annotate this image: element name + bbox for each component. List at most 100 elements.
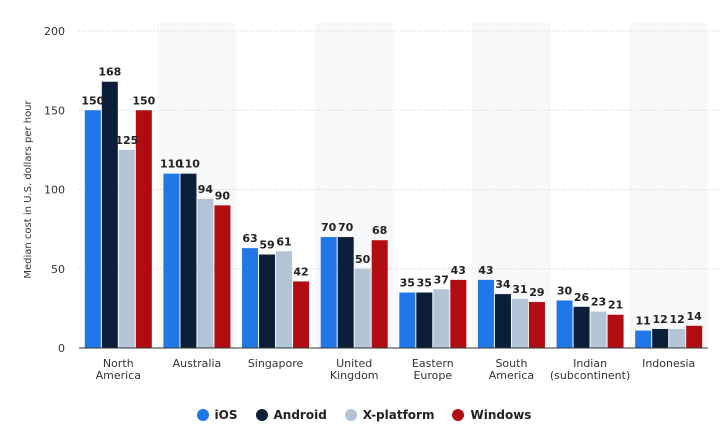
value-label: 35	[417, 277, 432, 290]
legend-item-ios[interactable]: iOS	[196, 408, 238, 422]
category-label: America	[96, 369, 141, 382]
value-label: 125	[115, 134, 138, 147]
category-label: North	[103, 357, 134, 370]
legend-swatch	[452, 409, 465, 421]
bar-ios	[477, 279, 494, 348]
bar-windows	[293, 281, 310, 348]
value-label: 110	[160, 158, 183, 171]
bar-x-platform	[590, 311, 607, 348]
y-tick-label: 200	[44, 25, 65, 38]
legend-label: iOS	[214, 408, 238, 422]
category-label: Australia	[173, 357, 222, 370]
value-label: 12	[670, 313, 685, 326]
value-label: 29	[529, 286, 544, 299]
bar-android	[416, 292, 433, 348]
legend-swatch	[196, 409, 209, 421]
legend-item-android[interactable]: Android	[255, 408, 327, 422]
category-label: Indian	[573, 357, 607, 370]
bar-ios	[556, 300, 573, 348]
value-label: 34	[495, 278, 511, 291]
legend-item-x-platform[interactable]: X-platform	[344, 408, 435, 422]
value-label: 110	[177, 158, 200, 171]
value-label: 30	[557, 284, 573, 297]
value-label: 35	[400, 277, 415, 290]
bar-android	[180, 173, 197, 348]
value-label: 12	[653, 313, 668, 326]
value-label: 59	[259, 238, 274, 251]
value-label: 90	[215, 189, 231, 202]
y-tick-label: 100	[44, 184, 65, 197]
legend: iOS Android X-platform Windows	[0, 408, 728, 422]
bar-android	[101, 81, 118, 348]
legend-label: Android	[273, 408, 327, 422]
value-label: 43	[478, 264, 493, 277]
bar-windows	[371, 240, 388, 348]
category-label: Indonesia	[642, 357, 695, 370]
legend-label: Windows	[470, 408, 532, 422]
value-label: 70	[338, 221, 354, 234]
category-label: United	[336, 357, 372, 370]
bar-ios	[242, 248, 259, 348]
value-label: 14	[687, 310, 703, 323]
bar-windows	[214, 205, 231, 348]
bar-windows	[686, 325, 703, 348]
bar-windows	[450, 279, 467, 348]
bar-android	[573, 306, 590, 348]
category-label: (subcontinent)	[550, 369, 630, 382]
value-label: 150	[81, 94, 104, 107]
bar-windows	[135, 110, 152, 348]
y-tick-label: 50	[51, 263, 65, 276]
category-label: Europe	[413, 369, 452, 382]
value-label: 42	[293, 265, 308, 278]
category-bands	[157, 23, 708, 348]
value-label: 37	[434, 273, 449, 286]
bar-android	[337, 237, 354, 348]
bars	[84, 81, 703, 348]
y-tick-label: 0	[58, 342, 65, 355]
value-label: 31	[512, 283, 527, 296]
bar-ios	[635, 330, 652, 348]
y-tick-label: 150	[44, 104, 65, 117]
category-label: Eastern	[412, 357, 454, 370]
value-label: 70	[321, 221, 337, 234]
bar-x-platform	[197, 199, 214, 348]
value-label: 11	[636, 315, 651, 328]
bar-x-platform	[118, 149, 135, 348]
legend-swatch	[344, 409, 357, 421]
value-label: 168	[98, 66, 121, 79]
value-label: 21	[608, 299, 623, 312]
bar-ios	[84, 110, 101, 348]
bar-android	[494, 294, 511, 348]
value-label: 68	[372, 224, 387, 237]
bar-android	[652, 328, 669, 348]
bar-windows	[607, 314, 624, 348]
y-axis-title: Median cost in U.S. dollars per hour	[23, 99, 34, 278]
legend-item-windows[interactable]: Windows	[452, 408, 531, 422]
value-label: 50	[355, 253, 371, 266]
value-label: 23	[591, 296, 606, 309]
value-label: 26	[574, 291, 590, 304]
bar-ios	[320, 237, 337, 348]
category-label: Kingdom	[330, 369, 379, 382]
bar-x-platform	[433, 289, 450, 348]
value-label: 150	[132, 94, 155, 107]
category-label: South	[495, 357, 527, 370]
y-axis-ticks: 0 50 100 150 200	[44, 25, 65, 355]
bar-x-platform	[354, 268, 371, 348]
bar-android	[259, 254, 276, 348]
bar-windows	[528, 302, 545, 348]
bar-x-platform	[669, 328, 686, 348]
bar-ios	[399, 292, 416, 348]
bar-x-platform	[511, 298, 528, 348]
category-band	[629, 23, 708, 348]
value-label: 94	[198, 183, 214, 196]
legend-label: X-platform	[362, 408, 435, 422]
category-label: Singapore	[248, 357, 304, 370]
value-label: 43	[451, 264, 466, 277]
bar-ios	[163, 173, 180, 348]
category-label: America	[489, 369, 534, 382]
value-label: 61	[276, 235, 291, 248]
